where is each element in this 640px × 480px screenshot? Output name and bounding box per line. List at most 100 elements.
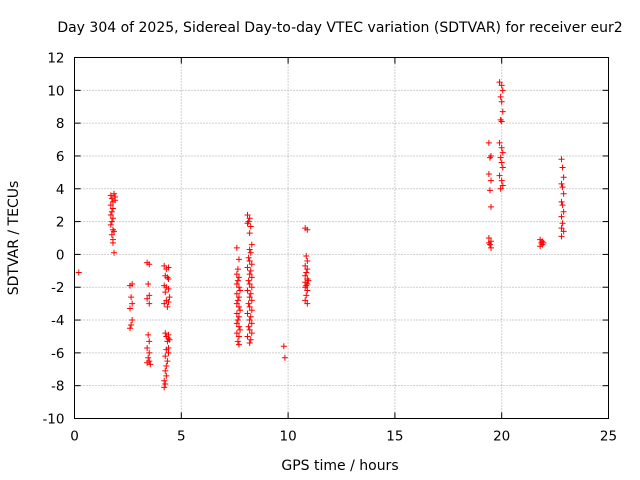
data-point: [497, 93, 504, 100]
data-point: [145, 331, 152, 338]
data-point: [235, 284, 242, 291]
data-point: [304, 226, 311, 233]
data-point: [245, 254, 252, 261]
data-point: [235, 333, 242, 340]
data-point: [163, 372, 170, 379]
data-point: [498, 82, 505, 89]
data-point: [107, 221, 114, 228]
data-point: [144, 295, 151, 302]
data-point: [107, 212, 114, 219]
axis-ticks: [74, 57, 609, 419]
data-points: [75, 79, 567, 391]
data-point: [281, 354, 288, 361]
y-tick-label: 8: [56, 116, 65, 132]
data-point: [128, 294, 135, 301]
y-tick-label: -8: [51, 379, 64, 395]
data-point: [559, 184, 566, 191]
data-point: [244, 333, 251, 340]
y-axis-label: SDTVAR / TECUs: [6, 181, 22, 296]
data-point: [304, 257, 311, 264]
y-tick-label: 2: [56, 215, 65, 231]
data-point: [246, 271, 253, 278]
data-point: [558, 213, 565, 220]
x-axis-label: GPS time / hours: [281, 458, 398, 474]
data-point: [161, 300, 168, 307]
data-point: [303, 253, 310, 260]
data-point: [245, 323, 252, 330]
data-point: [247, 223, 254, 230]
data-point: [488, 203, 495, 210]
data-point: [560, 208, 567, 215]
data-point: [163, 362, 170, 369]
data-point: [162, 367, 169, 374]
data-point: [109, 205, 116, 212]
plot-frame: [74, 57, 609, 419]
y-tick-label: -2: [51, 280, 64, 296]
data-point: [235, 341, 242, 348]
data-point: [560, 174, 567, 181]
data-point: [75, 269, 82, 276]
data-point: [165, 285, 172, 292]
x-tick-label: 0: [70, 429, 79, 445]
data-point: [498, 144, 505, 151]
data-point: [112, 197, 119, 204]
data-point: [233, 244, 240, 251]
data-point: [235, 303, 242, 310]
y-tick-label: -6: [51, 346, 64, 362]
data-point: [235, 274, 242, 281]
data-point: [161, 377, 168, 384]
data-point: [162, 330, 169, 337]
data-point: [303, 292, 310, 299]
data-point: [486, 154, 493, 161]
data-point: [280, 343, 287, 350]
data-point: [498, 98, 505, 105]
data-point: [246, 280, 253, 287]
data-point: [127, 305, 134, 312]
chart-title: Day 304 of 2025, Sidereal Day-to-day VTE…: [57, 20, 622, 36]
data-point: [244, 287, 251, 294]
data-point: [498, 118, 505, 125]
x-tick-label: 20: [493, 429, 510, 445]
data-point: [485, 171, 492, 178]
data-point: [246, 246, 253, 253]
data-point: [248, 297, 255, 304]
data-point: [144, 359, 151, 366]
data-point: [499, 149, 506, 156]
x-tick-label: 15: [386, 429, 403, 445]
data-point: [127, 325, 134, 332]
data-point: [559, 220, 566, 227]
data-point: [108, 195, 115, 202]
data-point: [246, 340, 253, 347]
data-point: [244, 220, 251, 227]
data-point: [146, 300, 153, 307]
data-point: [235, 323, 242, 330]
data-point: [498, 159, 505, 166]
data-point: [244, 264, 251, 271]
data-point: [485, 139, 492, 146]
data-point: [488, 177, 495, 184]
data-point: [237, 287, 244, 294]
data-point: [237, 307, 244, 314]
data-point: [111, 249, 118, 256]
data-point: [129, 300, 136, 307]
data-point: [161, 384, 168, 391]
grid-lines: [74, 57, 609, 419]
y-tick-label: 6: [56, 149, 65, 165]
data-point: [147, 361, 154, 368]
data-point: [233, 271, 240, 278]
data-point: [246, 294, 253, 301]
data-point: [161, 262, 168, 269]
data-point: [499, 87, 506, 94]
data-point: [498, 177, 505, 184]
data-point: [496, 172, 503, 179]
data-point: [237, 326, 244, 333]
data-point: [247, 249, 254, 256]
data-point: [248, 307, 255, 314]
x-tick-label: 10: [280, 429, 297, 445]
y-tick-label: 10: [47, 83, 64, 99]
data-point: [234, 317, 241, 324]
data-point: [233, 290, 240, 297]
data-point: [248, 320, 255, 327]
data-point: [246, 317, 253, 324]
data-point: [164, 303, 171, 310]
